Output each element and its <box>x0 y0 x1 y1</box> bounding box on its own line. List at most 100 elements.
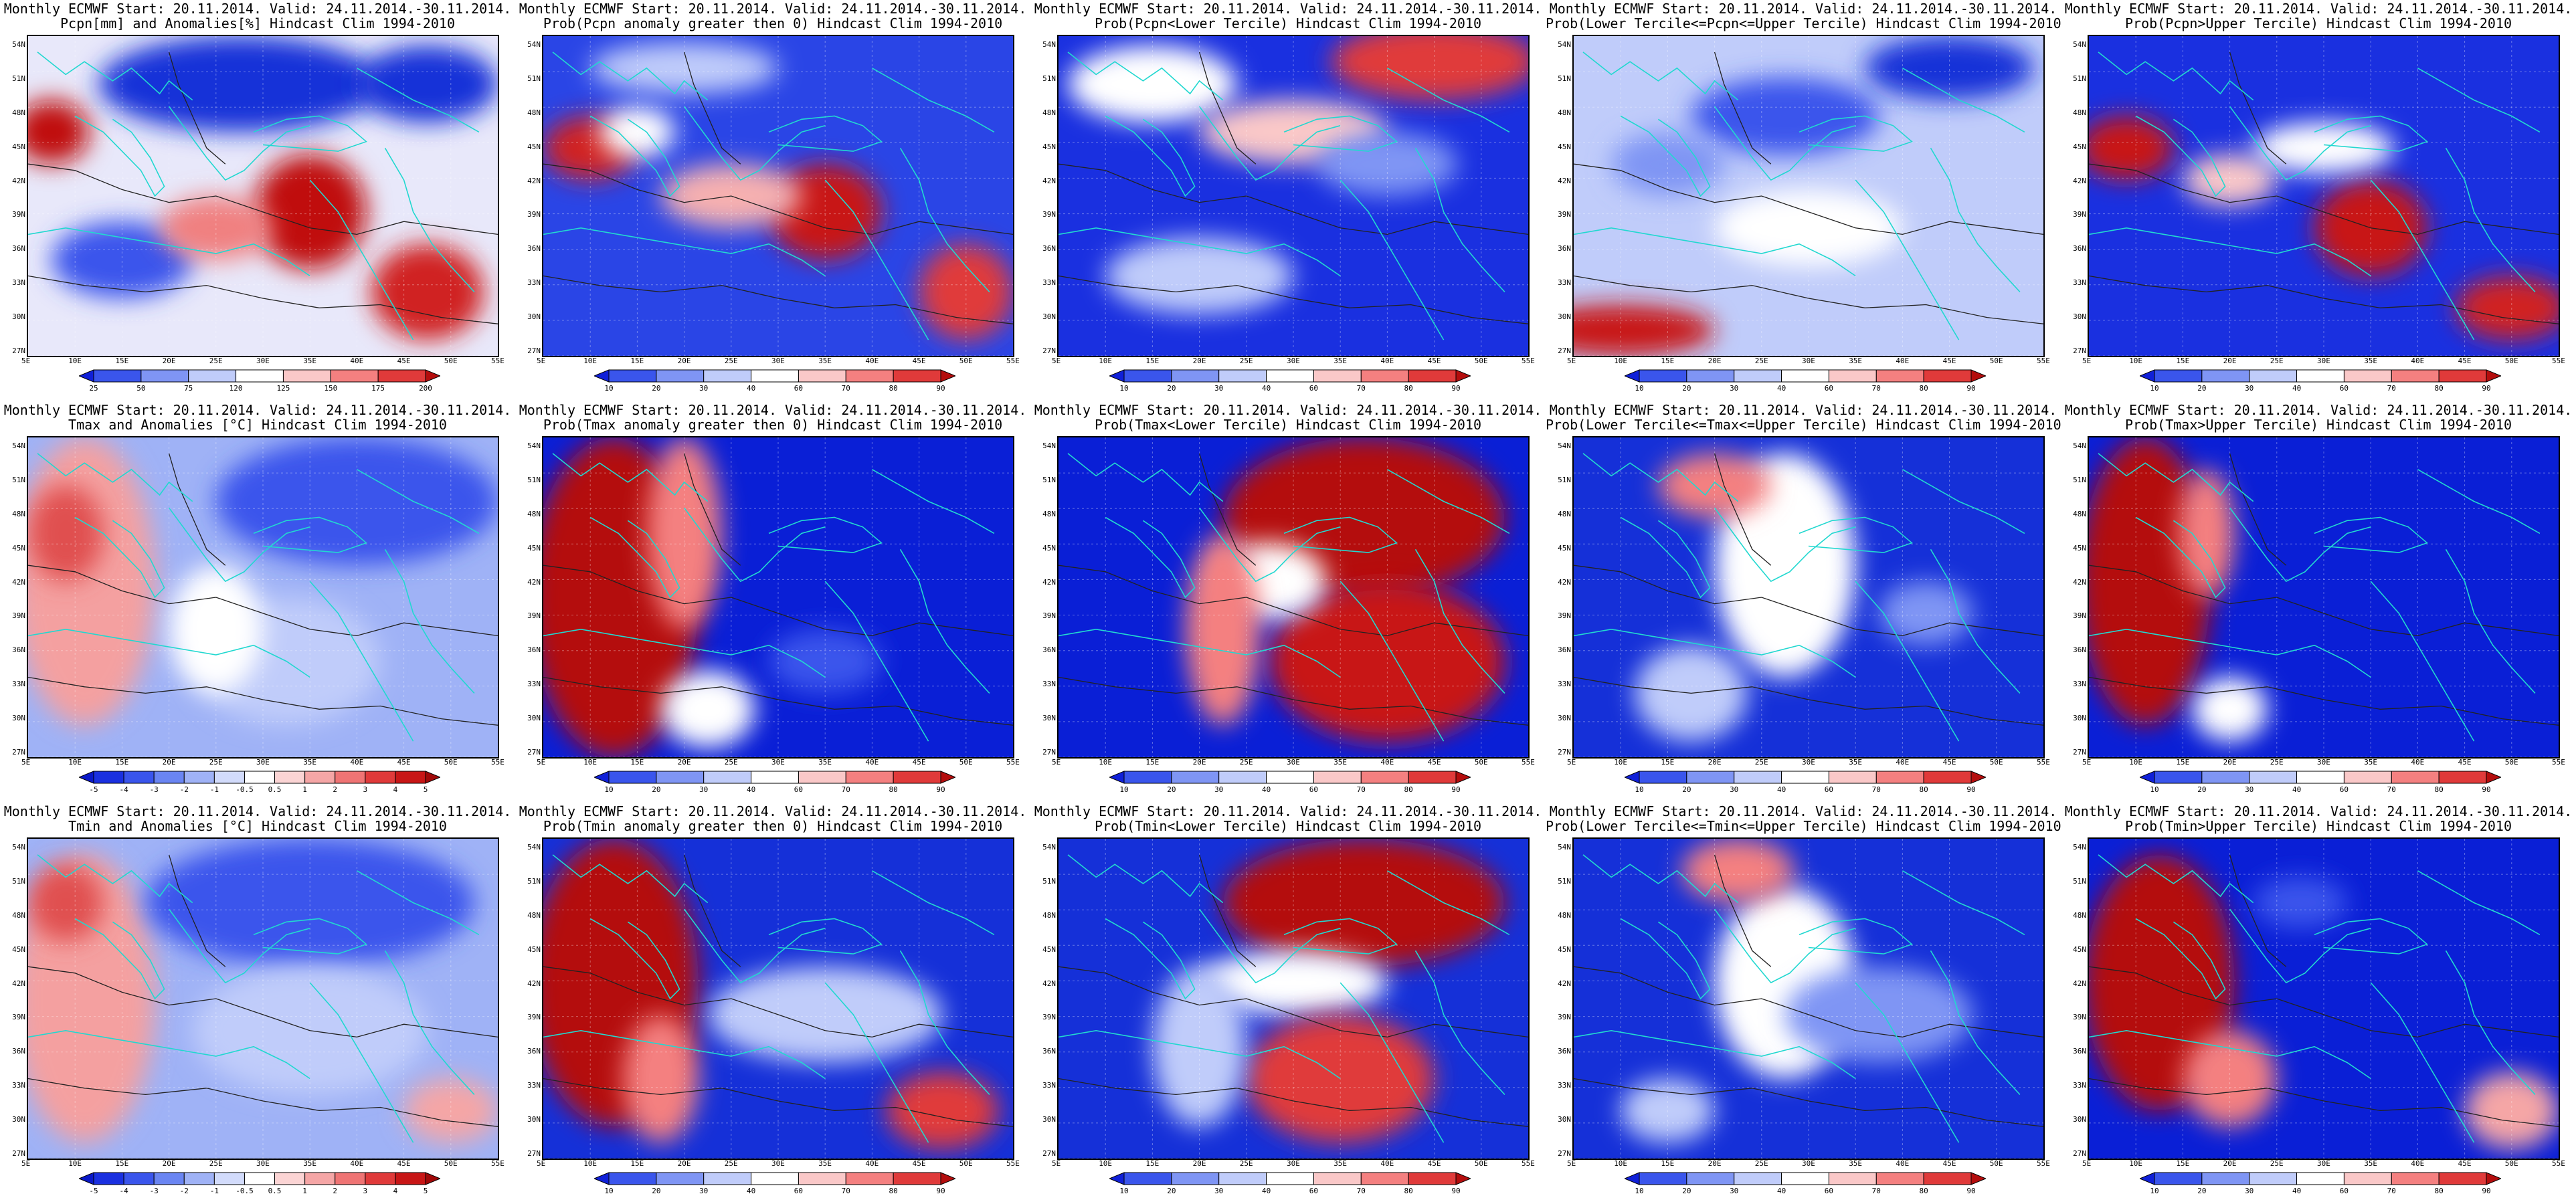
field-region <box>28 100 90 165</box>
panel-title-line2: Prob(Pcpn>Upper Tercile) Hindcast Clim 1… <box>2125 15 2512 31</box>
coastline <box>1855 179 1960 340</box>
colorbar-tick-label: 3 <box>363 1187 368 1195</box>
coastline <box>543 227 826 277</box>
colorbar-swatch <box>845 369 894 383</box>
colorbar-swatch <box>1408 771 1457 784</box>
colorbar-tick-label: 10 <box>1119 1187 1129 1195</box>
lon-tick-label: 25E <box>724 357 738 365</box>
colorbar-tick-label: 40 <box>1776 384 1786 393</box>
colorbar-tick-label: 20 <box>2197 1187 2207 1195</box>
colorbar-tick-label: 30 <box>1730 1187 1739 1195</box>
coastline <box>2135 115 2226 197</box>
lon-tick-label: 50E <box>1989 758 2003 767</box>
panel-title: Monthly ECMWF Start: 20.11.2014. Valid: … <box>1546 804 2061 833</box>
lat-tick-label: 51N <box>12 74 25 83</box>
colorbar-tick-label: 20 <box>652 384 661 393</box>
colorbar-tick-label: 70 <box>1871 785 1881 794</box>
coastline <box>1067 52 1224 101</box>
contour-line <box>2229 854 2287 967</box>
colorbar-swatch <box>365 1172 396 1185</box>
lon-tick-label: 55E <box>1006 758 1020 767</box>
panel-title-line1: Monthly ECMWF Start: 20.11.2014. Valid: … <box>2064 402 2573 418</box>
colorbar-tick-label: 70 <box>2387 384 2396 393</box>
colorbar-tick-label: -5 <box>89 785 98 794</box>
colorbar-swatches <box>594 771 955 784</box>
colorbar-tick-label: 10 <box>2150 785 2159 794</box>
lon-tick-label: 50E <box>444 758 458 767</box>
lat-tick-label: 48N <box>527 910 541 920</box>
map-area <box>542 436 1014 759</box>
colorbar-swatches <box>2140 369 2501 383</box>
coastline <box>768 115 883 152</box>
coastline <box>1340 179 1445 340</box>
lon-tick-label: 5E <box>1052 758 1061 767</box>
colorbar-swatch <box>93 1172 124 1185</box>
colorbar-tick-label: 40 <box>746 785 756 794</box>
coastline <box>384 147 475 292</box>
colorbar-labels: 10 20 30 40 60 70 80 90 <box>1625 1187 1986 1196</box>
colorbar-tick-label: 1 <box>302 785 307 794</box>
field-region <box>1658 453 1771 518</box>
colorbar-swatch <box>183 771 215 784</box>
lat-tick-label: 33N <box>2073 1081 2086 1090</box>
map-panel: Monthly ECMWF Start: 20.11.2014. Valid: … <box>0 401 515 803</box>
colorbar-swatch <box>2140 369 2155 383</box>
colorbar-swatch <box>751 369 799 383</box>
lat-tick-label: 45N <box>12 543 25 553</box>
colorbar-swatch <box>304 1172 336 1185</box>
colorbar-tick-label: 20 <box>1682 785 1691 794</box>
lon-tick-label: 15E <box>2176 357 2190 365</box>
lon-tick-label: 25E <box>1239 758 1253 767</box>
lon-tick-label: 20E <box>2223 1159 2237 1168</box>
lat-tick-label: 42N <box>2073 577 2086 587</box>
colorbar-tick-label: 50 <box>136 384 146 393</box>
colorbar-tick-label: 1 <box>302 1187 307 1195</box>
lat-tick-label: 27N <box>2073 1149 2086 1158</box>
coastline <box>2098 453 2254 502</box>
colorbar-swatch <box>893 771 941 784</box>
contour-line <box>1714 854 1772 967</box>
panel-title: Monthly ECMWF Start: 20.11.2014. Valid: … <box>0 1 515 31</box>
lat-tick-label: 42N <box>1558 577 1571 587</box>
lon-tick-label: 40E <box>865 758 879 767</box>
lat-tick-label: 36N <box>527 1047 541 1056</box>
field-region <box>1222 839 1505 967</box>
colorbar-tick-label: 40 <box>1261 1187 1271 1195</box>
map-field <box>1574 36 2043 356</box>
map-panel: Monthly ECMWF Start: 20.11.2014. Valid: … <box>515 803 1030 1204</box>
lat-tick-label: 45N <box>1558 944 1571 954</box>
map-panel: Monthly ECMWF Start: 20.11.2014. Valid: … <box>1030 803 1546 1204</box>
colorbar-swatch <box>940 369 955 383</box>
colorbar-swatch <box>656 1172 705 1185</box>
colorbar-swatch <box>1109 1172 1125 1185</box>
panel-title: Monthly ECMWF Start: 20.11.2014. Valid: … <box>1030 403 1546 432</box>
colorbar-tick-label: 70 <box>841 384 850 393</box>
lon-tick-label: 10E <box>68 758 82 767</box>
colorbar-labels: 10 20 30 40 60 70 80 90 <box>594 1187 955 1196</box>
lat-tick-label: 42N <box>527 577 541 587</box>
colorbar: 10 20 30 40 60 70 80 90 <box>1625 771 1986 797</box>
colorbar-tick-label: -1 <box>209 1187 219 1195</box>
coastline <box>1059 227 1341 277</box>
lon-tick-label: 35E <box>818 758 832 767</box>
colorbar: 10 20 30 40 60 70 80 90 <box>594 369 955 396</box>
panel-title-line1: Monthly ECMWF Start: 20.11.2014. Valid: … <box>1034 803 1542 819</box>
lon-tick-label: 15E <box>115 357 129 365</box>
lat-tick-label: 36N <box>1558 645 1571 655</box>
colorbar: 10 20 30 40 60 70 80 90 <box>1109 771 1471 797</box>
colorbar: 10 20 30 40 60 70 80 90 <box>1625 369 1986 396</box>
lat-tick-label: 48N <box>1042 509 1056 518</box>
colorbar-swatches <box>1625 1172 1986 1185</box>
colorbar-tick-label: 60 <box>1309 384 1319 393</box>
lat-tick-label: 27N <box>527 748 541 757</box>
colorbar-swatch <box>2296 369 2344 383</box>
lon-tick-label: 20E <box>1192 357 1206 365</box>
lat-tick-label: 27N <box>527 1149 541 1158</box>
lon-tick-label: 35E <box>1849 357 1863 365</box>
lat-tick-label: 51N <box>12 475 25 484</box>
lat-tick-label: 51N <box>527 876 541 886</box>
lon-tick-label: 15E <box>2176 758 2190 767</box>
coastline <box>1574 1029 1856 1080</box>
contour-line <box>1574 275 2043 324</box>
lat-tick-label: 36N <box>12 1047 25 1056</box>
